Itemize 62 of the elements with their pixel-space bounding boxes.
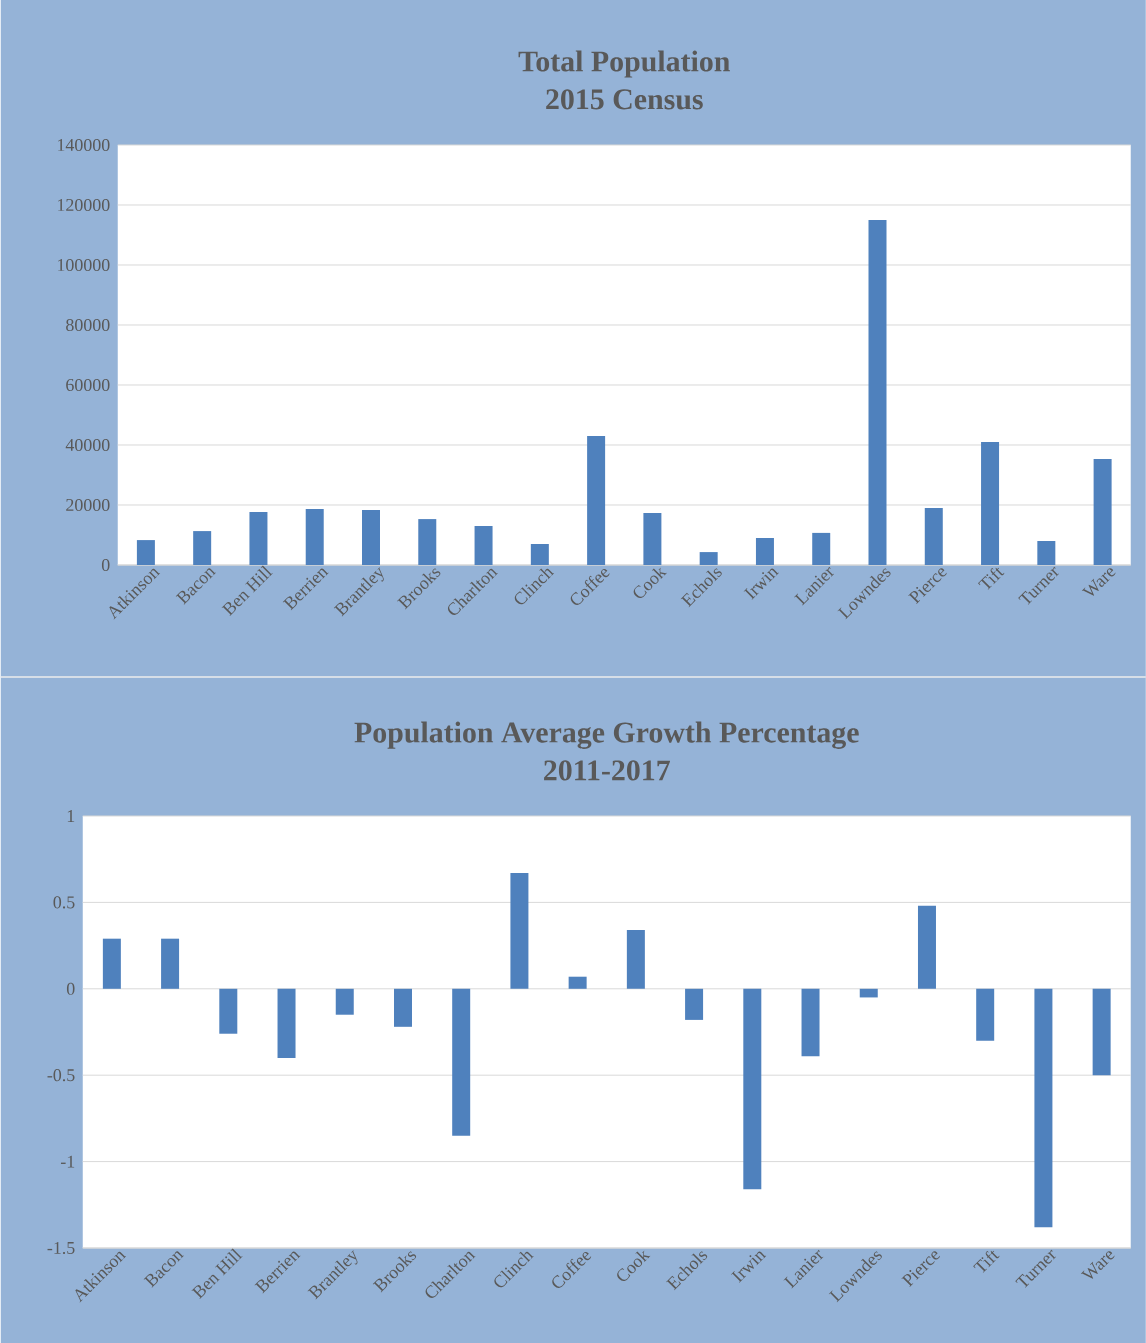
x-tick-label: Tift xyxy=(977,567,1005,590)
bar xyxy=(1034,988,1053,1228)
bar xyxy=(586,435,605,565)
y-tick-label: -1.5 xyxy=(47,1241,75,1255)
y-tick-label: 60000 xyxy=(65,378,110,392)
bar xyxy=(510,873,529,989)
x-tick-label: Cook xyxy=(633,567,667,598)
y-tick-label: 40000 xyxy=(65,438,110,452)
bar xyxy=(102,938,121,989)
y-tick-label: 0 xyxy=(101,558,110,572)
bar xyxy=(530,543,549,565)
x-tick-label: Ben Hill xyxy=(191,1248,243,1300)
x-tick-label: Ware xyxy=(1080,1251,1115,1279)
bar xyxy=(743,988,762,1190)
bar xyxy=(277,988,296,1058)
bar xyxy=(699,552,718,565)
bar xyxy=(249,511,268,565)
bar xyxy=(684,988,703,1020)
bar xyxy=(160,938,179,989)
bar xyxy=(643,513,662,565)
y-tick-label: 80000 xyxy=(65,318,110,332)
bar xyxy=(755,537,774,565)
bar xyxy=(474,525,493,565)
bar xyxy=(1092,988,1111,1076)
chart-subtitle: 2011-2017 xyxy=(543,760,670,781)
bar xyxy=(975,988,994,1041)
bar xyxy=(192,531,211,565)
chart-title: Population Average Growth Percentage xyxy=(354,721,859,749)
bar xyxy=(361,510,380,565)
bar xyxy=(811,532,830,565)
bar xyxy=(451,988,470,1136)
x-tick-label: Ben Hill xyxy=(221,565,273,617)
bar xyxy=(801,988,820,1057)
x-tick-label: Tift xyxy=(972,1250,1000,1273)
y-tick-label: 1 xyxy=(67,810,74,822)
bar xyxy=(980,441,999,565)
bar xyxy=(305,508,324,565)
bar xyxy=(924,507,943,565)
bar xyxy=(335,988,354,1015)
bar xyxy=(393,988,412,1027)
y-tick-label: 0 xyxy=(66,982,75,995)
y-tick-label: -1 xyxy=(60,1155,74,1168)
chart-title: Total Population xyxy=(518,50,730,78)
chart-subtitle: 2015 Census xyxy=(545,89,703,110)
x-tick-label: Ware xyxy=(1081,568,1116,596)
y-tick-label: 0.5 xyxy=(53,896,75,909)
bar xyxy=(868,219,887,565)
y-tick-label: -0.5 xyxy=(47,1069,75,1082)
y-tick-label: 100000 xyxy=(57,258,110,272)
bar xyxy=(136,540,155,565)
y-tick-label: 20000 xyxy=(65,498,110,512)
bar xyxy=(859,988,878,998)
bar xyxy=(219,988,238,1034)
y-tick-label: 140000 xyxy=(57,138,110,152)
bar xyxy=(1037,540,1056,565)
bar xyxy=(568,976,587,989)
bar xyxy=(626,930,645,989)
bar xyxy=(1093,459,1112,565)
x-tick-label: Cook xyxy=(616,1250,651,1281)
y-tick-label: 120000 xyxy=(57,198,110,212)
bar xyxy=(418,519,437,565)
bar xyxy=(917,905,936,989)
